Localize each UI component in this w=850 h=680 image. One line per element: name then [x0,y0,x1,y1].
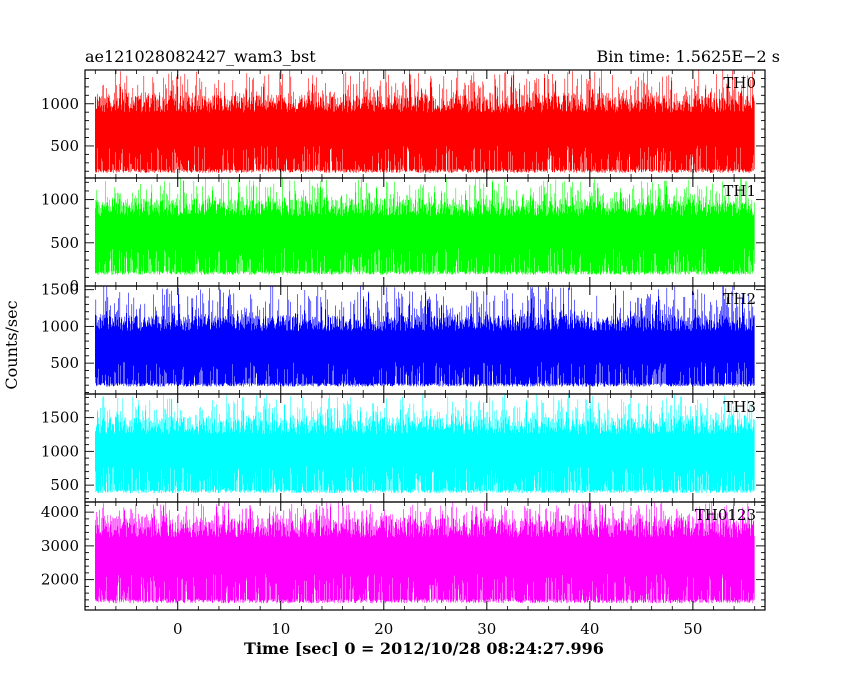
x-tick-label: 30 [477,620,496,638]
y-tick-label: 2000 [41,571,79,589]
panel-th1: 0 500 1000 TH1 [41,177,766,295]
y-tick-label: 3000 [41,537,79,555]
x-tick-label: 40 [580,620,599,638]
series-th0123 [95,502,755,604]
panel-label-th2: TH2 [723,290,756,308]
y-tick-label: 1000 [41,191,79,209]
y-tick-label: 500 [50,137,79,155]
panel-th3: 500 1000 1500 TH3 [41,393,766,503]
panel-label-th3: TH3 [723,398,756,416]
bin-time-label: Bin time: 1.5625E−2 s [597,47,780,66]
y-tick-label: 4000 [41,503,79,521]
x-axis-label: Time [sec] 0 = 2012/10/28 08:24:27.996 [244,639,604,658]
y-tick-label: 1000 [41,442,79,460]
x-tick-label: 0 [173,620,183,638]
y-tick-label: 500 [50,354,79,372]
series-th1 [95,178,755,275]
x-tick-label: 50 [683,620,702,638]
y-tick-label: 0 [69,277,79,295]
y-tick-label: 500 [50,234,79,252]
y-tick-label: 1000 [41,317,79,335]
x-tick-label: 10 [271,620,290,638]
y-tick-label: 1000 [41,95,79,113]
y-axis-label: Counts/sec [2,300,21,389]
x-tick-label: 20 [374,620,393,638]
panel-label-th0: TH0 [723,74,756,92]
panel-label-th1: TH1 [723,182,756,200]
y-tick-label: 1500 [41,281,79,299]
panel-th0123: 2000 3000 4000 TH0123 [41,501,766,611]
panel-th0: 500 1000 TH0 [41,69,766,179]
series-th3 [95,394,755,494]
series-th2 [95,286,755,387]
y-tick-label: 1500 [41,409,79,427]
chart-title: ae121028082427_wam3_bst [85,47,316,66]
series-th0 [95,70,755,173]
panel-th2: 500 1000 1500 TH2 [41,281,766,395]
panel-label-th0123: TH0123 [695,506,756,524]
y-tick-label: 500 [50,476,79,494]
